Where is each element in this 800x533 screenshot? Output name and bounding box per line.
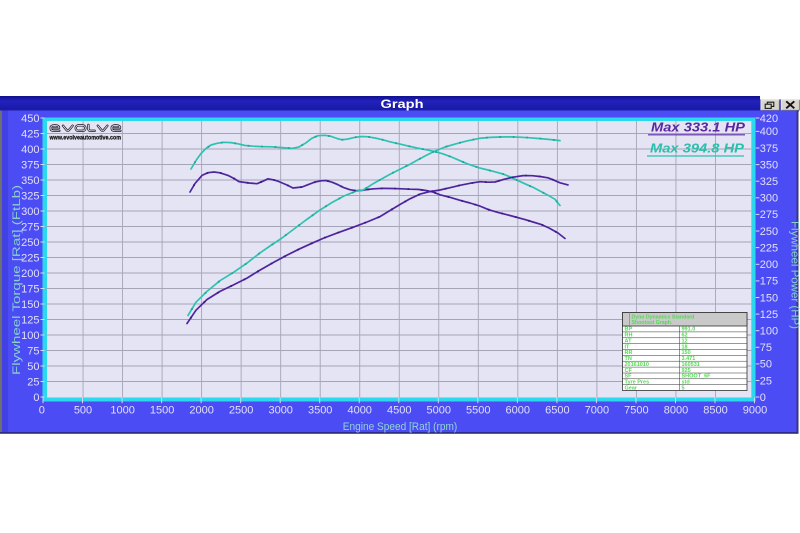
svg-text:AT: AT: [625, 338, 633, 344]
svg-text:925: 925: [682, 368, 691, 374]
svg-text:TN: TN: [625, 356, 632, 362]
svg-text:2500: 2500: [229, 405, 253, 417]
svg-text:350: 350: [21, 175, 39, 187]
svg-text:Flywheel Power (HP): Flywheel Power (HP): [789, 221, 800, 329]
svg-text:RR: RR: [625, 350, 633, 356]
svg-text:50: 50: [760, 359, 772, 371]
svg-text:4000: 4000: [347, 405, 371, 417]
svg-text:75: 75: [760, 342, 772, 354]
svg-text:18: 18: [682, 344, 688, 350]
svg-text:RH: RH: [625, 333, 633, 339]
svg-text:420: 420: [760, 113, 778, 125]
svg-text:3000: 3000: [268, 405, 292, 417]
svg-text:100: 100: [760, 326, 778, 338]
svg-text:450: 450: [21, 113, 39, 125]
svg-text:SF: SF: [625, 374, 633, 380]
svg-text:Shootout Graph.: Shootout Graph.: [632, 320, 673, 326]
svg-text:300: 300: [760, 193, 778, 205]
svg-text:250: 250: [21, 237, 39, 249]
svg-text:250: 250: [760, 226, 778, 238]
svg-text:12: 12: [682, 338, 688, 344]
svg-text:0: 0: [39, 405, 45, 417]
svg-text:www.evolveautomotive.com: www.evolveautomotive.com: [49, 135, 122, 142]
svg-text:275: 275: [760, 209, 778, 221]
svg-text:175: 175: [760, 276, 778, 288]
svg-text:0: 0: [760, 392, 766, 404]
svg-text:std: std: [682, 380, 690, 386]
svg-text:275: 275: [21, 221, 39, 233]
svg-text:8000: 8000: [664, 405, 688, 417]
svg-text:100: 100: [21, 330, 39, 342]
svg-text:400: 400: [760, 126, 778, 138]
svg-text:5: 5: [682, 385, 685, 391]
svg-text:Dyno Dynamics Standard: Dyno Dynamics Standard: [632, 314, 695, 320]
svg-text:350: 350: [760, 159, 778, 171]
svg-text:BP: BP: [625, 327, 633, 333]
svg-text:300: 300: [21, 206, 39, 218]
svg-text:9000: 9000: [743, 405, 767, 417]
svg-text:325: 325: [760, 176, 778, 188]
svg-text:150: 150: [682, 350, 691, 356]
svg-text:325: 325: [21, 190, 39, 202]
svg-text:1000: 1000: [110, 405, 134, 417]
svg-text:Graph: Graph: [381, 97, 424, 111]
svg-text:3.471: 3.471: [682, 356, 696, 362]
svg-text:225: 225: [760, 242, 778, 254]
svg-text:Tyre Pres: Tyre Pres: [625, 380, 650, 386]
svg-text:225: 225: [21, 252, 39, 264]
svg-text:IT: IT: [625, 344, 631, 350]
svg-text:425: 425: [21, 128, 39, 140]
svg-text:50: 50: [27, 361, 39, 373]
svg-text:175: 175: [21, 283, 39, 295]
svg-text:20161010: 20161010: [625, 362, 649, 368]
svg-text:400: 400: [21, 144, 39, 156]
svg-text:Gear: Gear: [625, 385, 638, 391]
svg-text:25: 25: [27, 376, 39, 388]
svg-text:200: 200: [21, 268, 39, 280]
svg-text:3500: 3500: [308, 405, 332, 417]
svg-text:8500: 8500: [703, 405, 727, 417]
svg-text:500: 500: [74, 405, 92, 417]
svg-text:4500: 4500: [387, 405, 411, 417]
svg-text:Max 333.1 HP: Max 333.1 HP: [651, 120, 745, 135]
svg-text:375: 375: [760, 143, 778, 155]
svg-text:991.0: 991.0: [682, 327, 696, 333]
svg-text:75: 75: [27, 345, 39, 357]
svg-text:CF: CF: [625, 368, 633, 374]
svg-text:Engine Speed [Rat] (rpm): Engine Speed [Rat] (rpm): [343, 421, 458, 433]
svg-text:125: 125: [760, 309, 778, 321]
svg-text:200: 200: [760, 259, 778, 271]
svg-text:6500: 6500: [545, 405, 569, 417]
svg-text:7500: 7500: [624, 405, 648, 417]
svg-text:25: 25: [760, 375, 772, 387]
svg-text:375: 375: [21, 159, 39, 171]
svg-text:5000: 5000: [427, 405, 451, 417]
svg-text:150: 150: [21, 299, 39, 311]
svg-text:150: 150: [760, 292, 778, 304]
svg-text:1500: 1500: [150, 405, 174, 417]
svg-text:SHOOT_6F: SHOOT_6F: [682, 374, 712, 380]
svg-text:62: 62: [682, 333, 688, 339]
svg-text:6000: 6000: [506, 405, 530, 417]
svg-text:7000: 7000: [585, 405, 609, 417]
svg-text:Flywheel Torque [Rat] (FtLb): Flywheel Torque [Rat] (FtLb): [11, 185, 23, 375]
svg-text:125: 125: [21, 314, 39, 326]
svg-text:160531: 160531: [682, 362, 700, 368]
svg-text:5500: 5500: [466, 405, 490, 417]
svg-text:2000: 2000: [189, 405, 213, 417]
svg-text:Max 394.8 HP: Max 394.8 HP: [650, 141, 744, 156]
svg-text:0: 0: [33, 392, 39, 404]
